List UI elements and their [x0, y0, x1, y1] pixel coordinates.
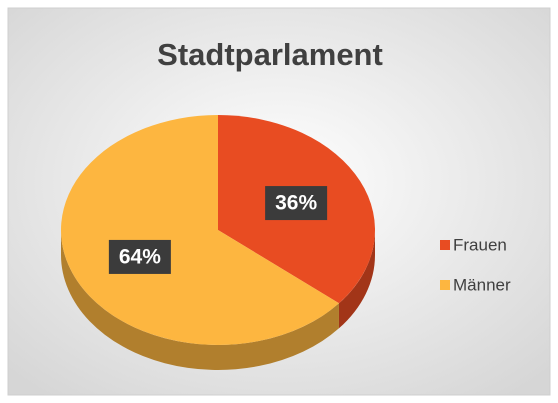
data-label: 36%: [275, 192, 317, 215]
legend-label: Frauen: [453, 235, 507, 254]
legend-swatch: [440, 280, 450, 290]
slice-side: [338, 230, 375, 329]
data-label-box: [108, 239, 171, 274]
legend-swatch: [440, 240, 450, 250]
data-label-box: [265, 186, 328, 221]
legend-label: Männer: [453, 275, 511, 294]
slice-side: [61, 230, 339, 370]
slice: [60, 115, 339, 345]
chart-title: Stadtparlament: [157, 37, 383, 72]
data-label: 64%: [119, 245, 161, 268]
